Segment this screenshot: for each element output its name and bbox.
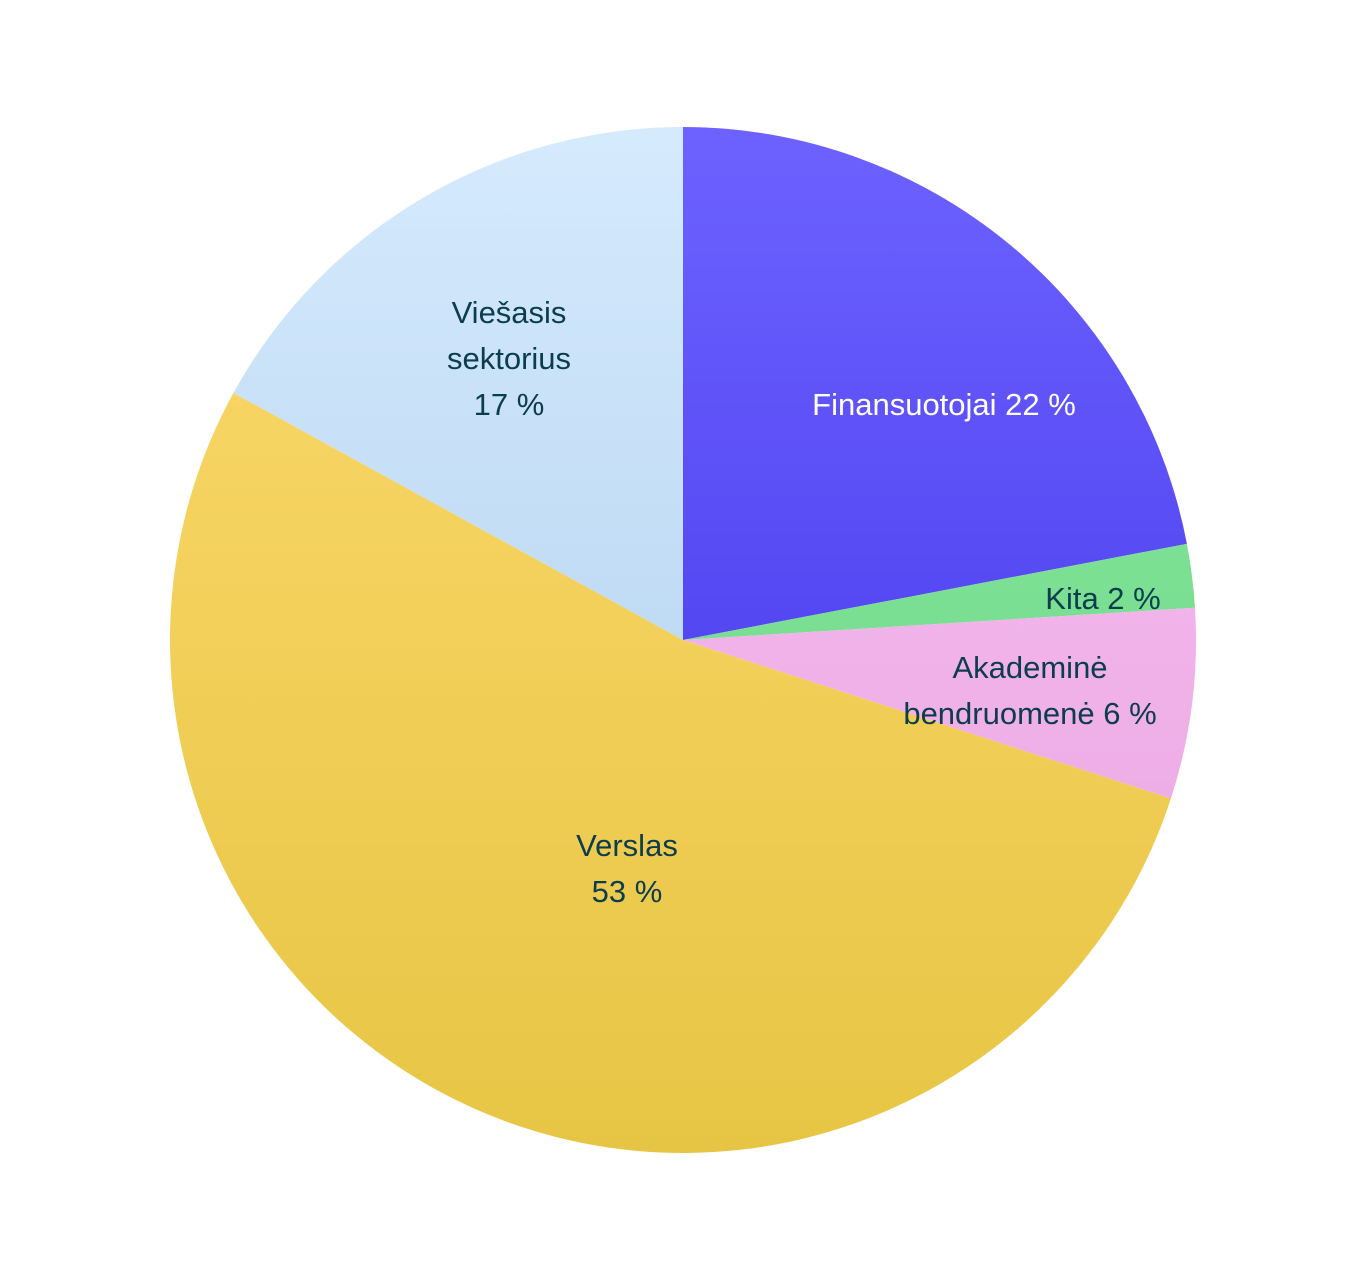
pie-slice-verslas <box>170 392 1171 1153</box>
slice-label-finansuotojai: Finansuotojai 22 % <box>812 387 1076 422</box>
slice-label-kita: Kita 2 % <box>1045 581 1160 616</box>
pie-slice-finansuotojai <box>683 127 1187 640</box>
slice-label-verslas: Verslas 53 % <box>576 828 678 909</box>
slice-label-akademine-bendruomene: Akademinė bendruomenė 6 % <box>903 650 1156 731</box>
pie-slice-viesasis-sektorius <box>233 127 683 640</box>
pie-slice-akademine-bendruomene <box>683 607 1197 799</box>
slice-label-viesasis-sektorius: Viešasis sektorius 17 % <box>447 295 571 422</box>
pie-slice-kita <box>683 543 1195 640</box>
